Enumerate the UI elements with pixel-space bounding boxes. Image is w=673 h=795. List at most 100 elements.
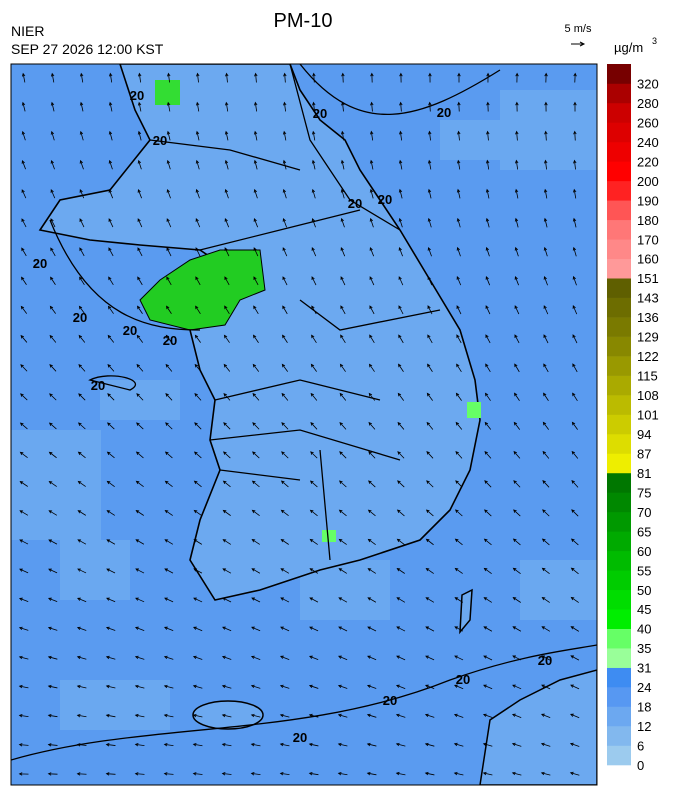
colorbar-label: 0 — [637, 758, 644, 773]
wind-arrow — [279, 772, 290, 776]
wind-arrow — [107, 422, 115, 430]
wind-arrow — [167, 72, 171, 83]
wind-arrow — [224, 247, 230, 257]
wind-arrow — [192, 684, 203, 689]
wind-arrow — [193, 480, 202, 488]
wind-arrow — [369, 276, 375, 286]
wind-arrow — [282, 247, 288, 257]
wind-arrow — [193, 451, 202, 459]
wind-arrow — [221, 655, 232, 660]
wind-arrow — [542, 480, 550, 488]
wind-arrow — [279, 655, 290, 660]
wind-arrow — [47, 684, 58, 689]
wind-arrow — [366, 713, 377, 718]
wind-scale-label: 5 m/s — [565, 23, 592, 35]
wind-arrow — [308, 684, 319, 689]
wind-arrow — [309, 538, 318, 545]
wind-arrow — [250, 742, 261, 747]
wind-arrow — [370, 72, 374, 83]
wind-arrow — [78, 393, 86, 401]
wind-arrow — [544, 72, 548, 83]
wind-arrow — [485, 276, 491, 286]
contour-lines — [11, 64, 597, 761]
colorbar-segment — [607, 511, 631, 532]
wind-arrow — [107, 305, 114, 314]
colorbar-segment — [607, 472, 631, 493]
wind-arrow — [426, 421, 434, 430]
wind-arrow — [512, 684, 522, 690]
wind-arrow — [250, 655, 261, 660]
wind-arrow — [340, 305, 346, 315]
wind-arrow — [311, 305, 317, 315]
wind-arrow — [166, 218, 172, 228]
wind-arrow — [515, 72, 519, 83]
colorbar-segment — [607, 219, 631, 240]
wind-arrow — [457, 101, 461, 112]
wind-arrow — [223, 363, 231, 372]
wind-arrow — [544, 130, 548, 141]
wind-arrow — [512, 597, 521, 603]
wind-arrow — [47, 713, 58, 718]
wind-arrow — [309, 655, 319, 661]
wind-arrow — [543, 188, 548, 199]
wind-arrow — [47, 597, 58, 603]
wind-arrow — [166, 247, 172, 257]
wind-arrow — [573, 159, 577, 170]
colorbar-label: 143 — [637, 291, 659, 306]
wind-arrow — [137, 130, 142, 141]
wind-arrow — [79, 72, 84, 83]
wind-arrow — [252, 334, 259, 343]
wind-arrow — [513, 450, 521, 459]
colorbar-segment — [607, 258, 631, 279]
colorbar-segment — [607, 102, 631, 123]
wind-arrow — [136, 305, 143, 314]
wind-arrow — [482, 771, 493, 776]
colorbar-segment — [607, 414, 631, 435]
wind-arrow — [455, 421, 463, 430]
wind-arrow — [427, 305, 433, 315]
wind-arrow — [137, 188, 142, 199]
wind-arrow — [425, 538, 434, 546]
wind-arrow — [427, 276, 433, 286]
wind-arrow — [137, 276, 143, 286]
wind-arrow — [21, 247, 27, 257]
wind-arrow — [485, 363, 491, 373]
wind-arrow — [105, 772, 116, 776]
wind-arrow — [428, 101, 432, 112]
wind-arrow — [251, 568, 261, 574]
wind-arrow — [282, 217, 287, 228]
wind-arrow — [77, 568, 87, 574]
wind-arrow — [484, 480, 492, 488]
wind-arrow — [135, 568, 145, 574]
wind-arrow — [193, 539, 203, 545]
wind-arrow — [309, 509, 318, 517]
wind-arrow — [49, 393, 57, 401]
wind-arrow — [340, 276, 346, 286]
wind-arrow — [50, 72, 55, 83]
colorbar-label: 160 — [637, 252, 659, 267]
colorbar-segment — [607, 745, 631, 766]
wind-arrow — [195, 218, 201, 228]
wind-arrow — [192, 742, 203, 747]
wind-arrow — [221, 713, 232, 718]
wind-arrow — [456, 188, 461, 199]
wind-arrow — [337, 771, 348, 776]
wind-arrow — [367, 626, 377, 632]
wind-arrow — [19, 539, 29, 545]
wind-arrow — [514, 246, 519, 257]
colorbar-segment — [607, 278, 631, 298]
wind-arrow — [454, 597, 464, 603]
wind-arrow — [395, 713, 406, 718]
colorbar-segment — [607, 161, 631, 182]
wind-arrow — [398, 246, 403, 257]
wind-arrow — [19, 568, 29, 574]
wind-arrow — [193, 597, 203, 603]
wind-arrow — [193, 568, 203, 574]
wind-arrow — [108, 159, 113, 170]
wind-arrow — [281, 451, 289, 459]
wind-arrow — [21, 159, 26, 170]
colorbar-segment — [607, 83, 631, 104]
wind-arrow — [163, 655, 174, 660]
wind-arrow — [366, 771, 377, 776]
wind-arrow — [338, 626, 348, 632]
